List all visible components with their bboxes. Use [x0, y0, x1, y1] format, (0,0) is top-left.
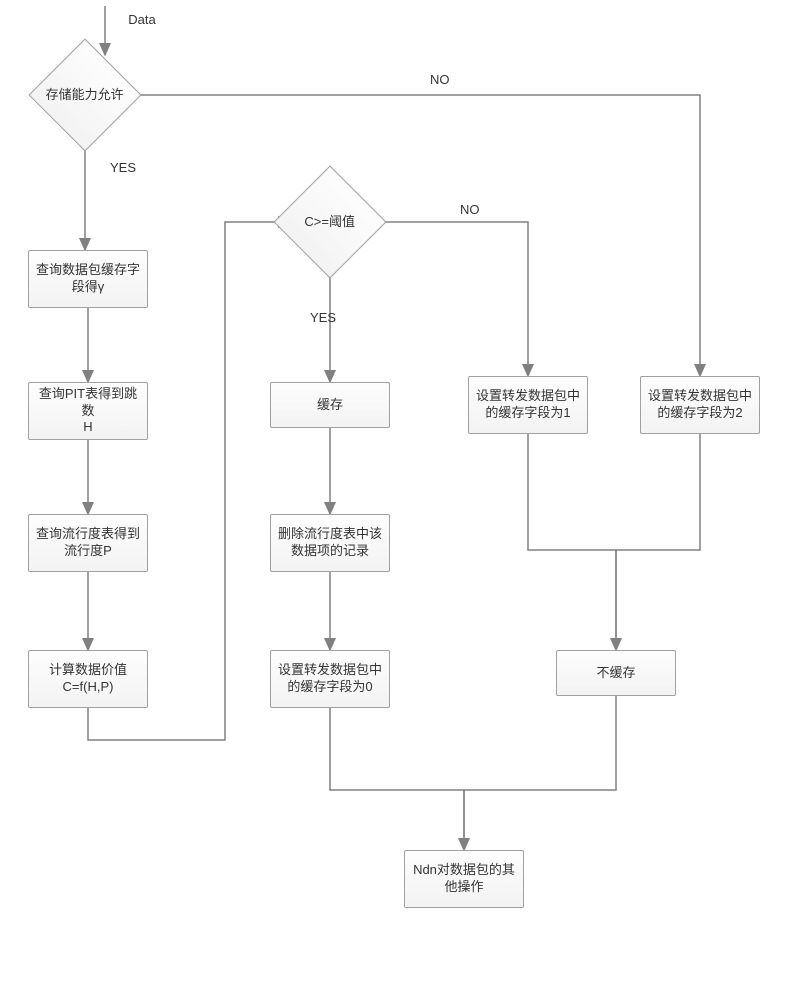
edge-label-no-1: NO [430, 72, 450, 87]
step-set-field-0: 设置转发数据包中的缓存字段为0 [270, 650, 390, 708]
step-set-field-1: 设置转发数据包中的缓存字段为1 [468, 376, 588, 434]
step-calc-value: 计算数据价值C=f(H,P) [28, 650, 148, 708]
decision-storage: 存储能力允许 [28, 38, 141, 151]
decision-threshold-label: C>=阈值 [291, 214, 369, 231]
flowchart-edges [0, 0, 800, 1000]
step-cache: 缓存 [270, 382, 390, 428]
data-label: Data [117, 10, 167, 30]
decision-threshold: C>=阈值 [273, 165, 386, 278]
edge-label-no-2: NO [460, 202, 480, 217]
step-ndn-other: Ndn对数据包的其他操作 [404, 850, 524, 908]
step-no-cache: 不缓存 [556, 650, 676, 696]
edge-label-yes-1: YES [110, 160, 136, 175]
step-delete-record: 删除流行度表中该数据项的记录 [270, 514, 390, 572]
step-query-pit: 查询PIT表得到跳数H [28, 382, 148, 440]
step-set-field-2: 设置转发数据包中的缓存字段为2 [640, 376, 760, 434]
edge-label-yes-2: YES [310, 310, 336, 325]
step-query-gamma: 查询数据包缓存字段得γ [28, 250, 148, 308]
decision-storage-label: 存储能力允许 [46, 87, 124, 104]
step-query-pop: 查询流行度表得到流行度P [28, 514, 148, 572]
